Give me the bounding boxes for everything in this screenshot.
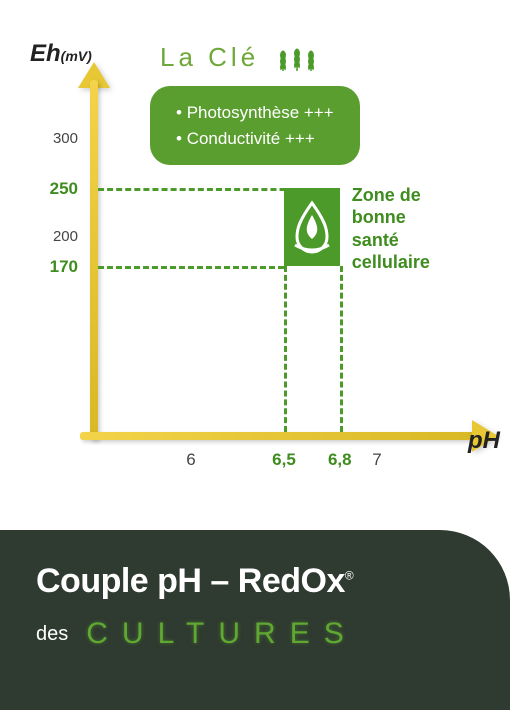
footer-band: Couple pH – RedOx® des CULTURES <box>0 530 510 710</box>
cultures-word: CULTURES <box>86 617 357 651</box>
pill-list: Photosynthèse +++ Conductivité +++ <box>176 100 334 151</box>
y-tick: 170 <box>30 257 78 277</box>
wheat-icon <box>277 43 317 73</box>
footer-sub: des CULTURES <box>36 617 474 651</box>
y-axis-label-text: Eh <box>30 40 61 67</box>
info-pill: Photosynthèse +++ Conductivité +++ <box>150 86 360 165</box>
brand-text: La Clé <box>160 42 259 73</box>
y-tick: 250 <box>30 179 78 199</box>
y-tick: 200 <box>30 228 78 245</box>
zone-dashed-h <box>98 188 340 191</box>
x-axis-label: pH <box>468 427 500 455</box>
x-tick: 6 <box>186 450 195 470</box>
y-axis-line <box>90 80 98 440</box>
y-tick: 300 <box>30 130 78 147</box>
pill-item: Photosynthèse +++ <box>176 100 334 126</box>
x-tick: 7 <box>372 450 381 470</box>
zone-dashed-v <box>340 266 343 432</box>
zone-dashed-v <box>284 266 287 432</box>
health-zone-rect <box>284 188 340 266</box>
x-axis-line <box>80 432 480 440</box>
footer-title: Couple pH – RedOx® <box>36 562 474 601</box>
brand: La Clé <box>160 42 317 73</box>
pill-item: Conductivité +++ <box>176 126 334 152</box>
registered-mark: ® <box>345 569 353 583</box>
zone-dashed-h <box>98 266 284 269</box>
zone-label: Zone debonnesantécellulaire <box>352 184 472 274</box>
drop-leaf-icon <box>287 197 337 257</box>
footer-title-text: Couple pH – RedOx <box>36 562 345 600</box>
x-tick: 6,8 <box>328 450 352 470</box>
x-tick: 6,5 <box>272 450 296 470</box>
footer-sub-prefix: des <box>36 623 68 646</box>
chart-area: Eh(mV) La Clé Photosynthèse +++ Conducti… <box>30 40 490 520</box>
